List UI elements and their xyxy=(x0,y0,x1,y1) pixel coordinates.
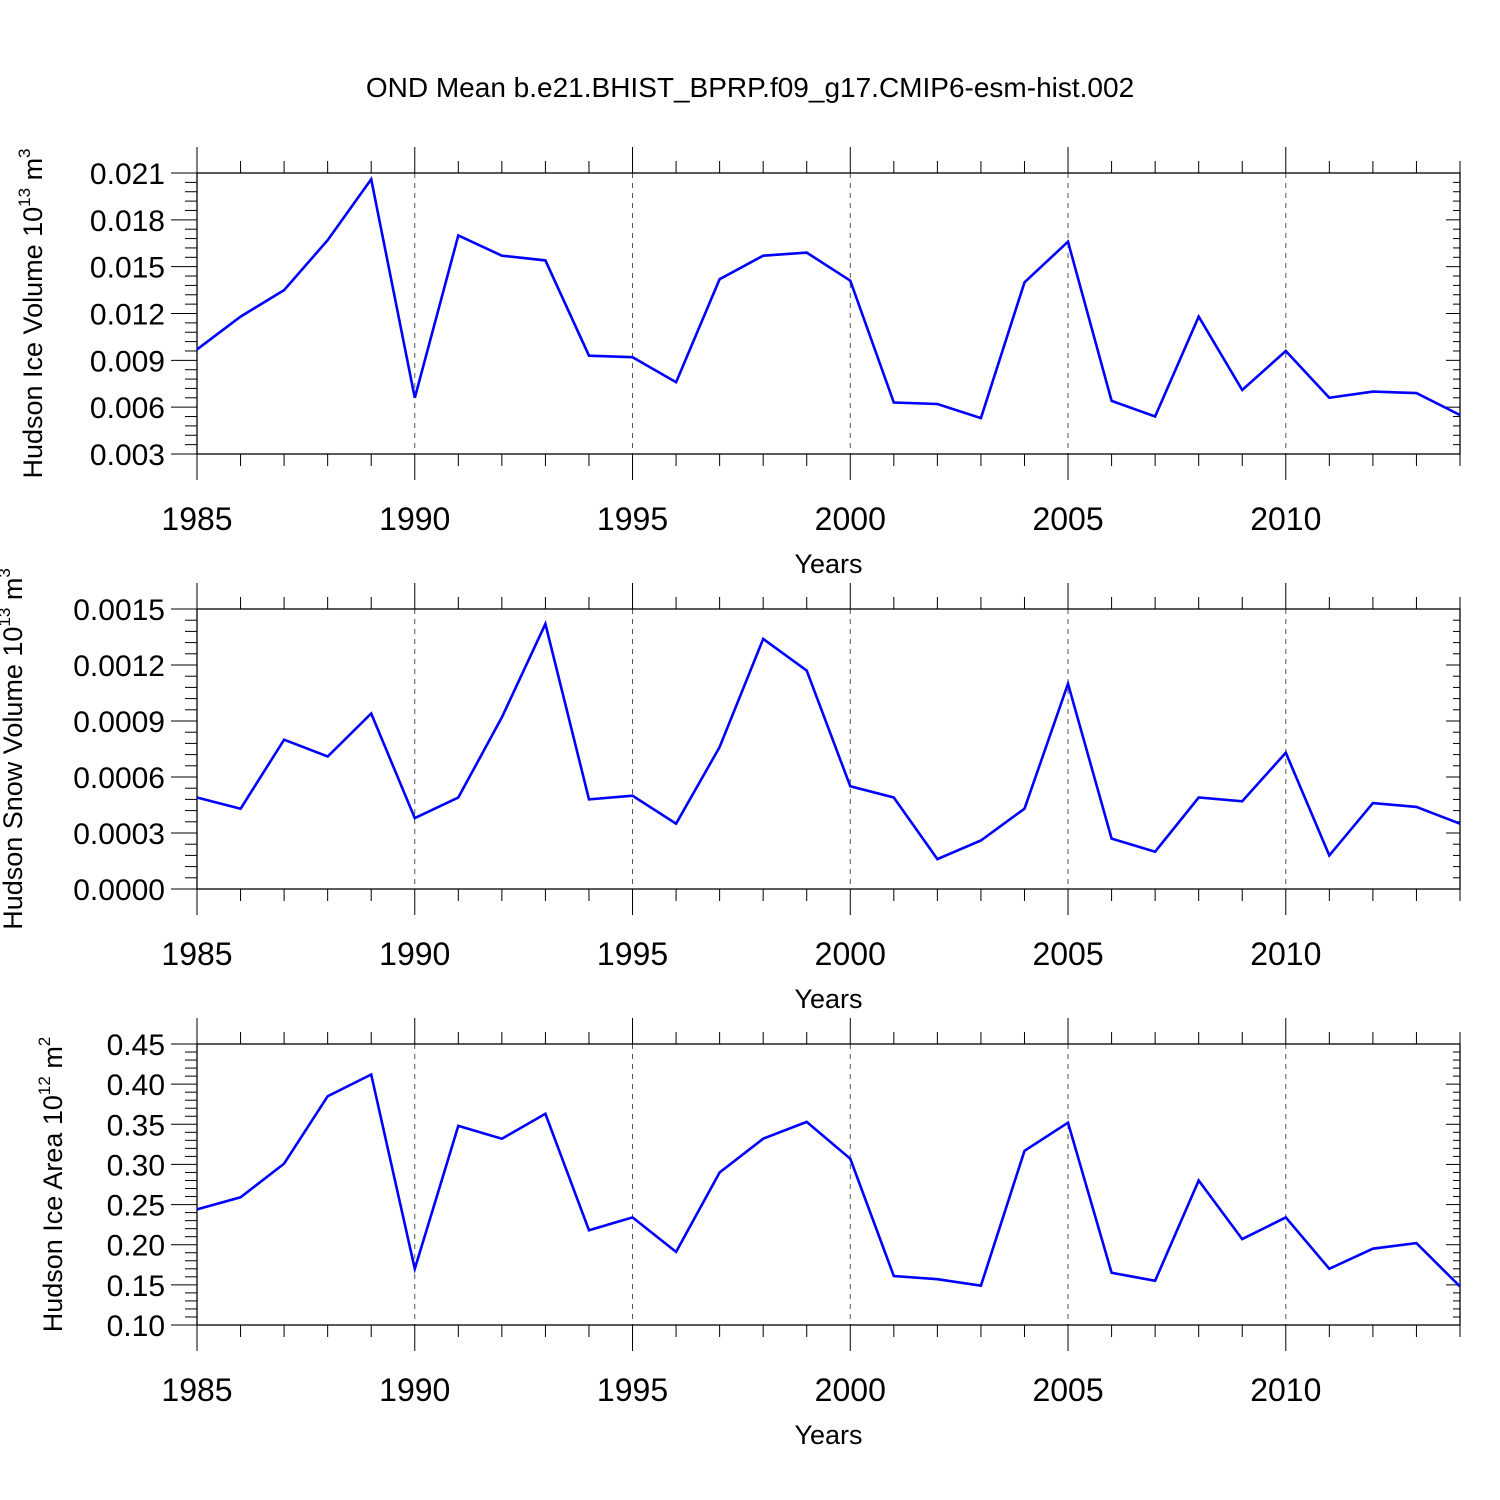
x-tick-label: 1995 xyxy=(597,501,668,537)
y-axis-title: Hudson Snow Volume 1013 m3 xyxy=(0,568,28,930)
y-tick-label: 0.0009 xyxy=(73,706,165,739)
x-tick-label: 2010 xyxy=(1250,1372,1321,1408)
y-tick-label: 0.10 xyxy=(107,1310,165,1343)
x-tick-label: 1990 xyxy=(379,936,450,972)
series-line xyxy=(196,176,1461,420)
x-tick-label: 2000 xyxy=(815,501,886,537)
plot-frame xyxy=(196,1043,1461,1326)
y-tick-label: 0.0015 xyxy=(73,594,165,627)
panel-1: 0.003 0.006 0.009 0.012 0.015 0.018 0.021 1985 1… xyxy=(15,147,1461,579)
x-tick-label: 1990 xyxy=(379,1372,450,1408)
x-tick-label: 2000 xyxy=(815,1372,886,1408)
y-tick-label: 0.40 xyxy=(107,1069,165,1102)
x-tick-label: 1985 xyxy=(161,501,232,537)
x-tick-label: 2005 xyxy=(1032,1372,1103,1408)
y-tick-label: 0.012 xyxy=(90,299,165,332)
x-tick-label: 1985 xyxy=(161,936,232,972)
y-axis-title: Hudson Ice Area 1012 m2 xyxy=(35,1037,68,1333)
y-tick-label: 0.0003 xyxy=(73,818,165,851)
y-tick-label: 0.25 xyxy=(107,1190,165,1223)
y-tick-label: 0.15 xyxy=(107,1270,165,1303)
x-tick-label: 1985 xyxy=(161,1372,232,1408)
x-tick-label: 1995 xyxy=(597,936,668,972)
y-tick-label: 0.45 xyxy=(107,1029,165,1062)
y-tick-label: 0.30 xyxy=(107,1149,165,1182)
x-axis-title: Years xyxy=(794,984,862,1014)
panel-2: 0.0000 0.0003 0.0006 0.0009 0.0012 0.0015 1985… xyxy=(0,568,1461,1014)
y-tick-label: 0.0000 xyxy=(73,874,165,907)
plot-frame xyxy=(196,172,1461,455)
figure-title: OND Mean b.e21.BHIST_BPRP.f09_g17.CMIP6-… xyxy=(365,72,1135,103)
y-tick-label: 0.018 xyxy=(90,205,165,238)
y-tick-label: 0.003 xyxy=(90,439,165,472)
y-tick-label: 0.0006 xyxy=(73,762,165,795)
x-tick-label: 2005 xyxy=(1032,501,1103,537)
x-tick-label: 2010 xyxy=(1250,501,1321,537)
panel-3: 0.10 0.15 0.20 0.25 0.30 0.35 0.40 0.45 1985 1990… xyxy=(35,1018,1461,1450)
series-line xyxy=(196,1072,1461,1288)
y-axis-title: Hudson Ice Volume 1013 m3 xyxy=(15,148,48,478)
x-tick-label: 2000 xyxy=(815,936,886,972)
y-tick-label: 0.0012 xyxy=(73,650,165,683)
y-tick-label: 0.006 xyxy=(90,392,165,425)
y-tick-label: 0.009 xyxy=(90,345,165,378)
series-line xyxy=(196,620,1461,861)
x-axis-title: Years xyxy=(794,1420,862,1450)
x-tick-label: 1990 xyxy=(379,501,450,537)
x-tick-label: 2010 xyxy=(1250,936,1321,972)
x-tick-label: 1995 xyxy=(597,1372,668,1408)
y-tick-label: 0.015 xyxy=(90,252,165,285)
plot-frame xyxy=(196,608,1461,890)
y-tick-label: 0.35 xyxy=(107,1109,165,1142)
x-axis-title: Years xyxy=(794,549,862,579)
y-tick-label: 0.021 xyxy=(90,158,165,191)
x-tick-label: 2005 xyxy=(1032,936,1103,972)
y-tick-label: 0.20 xyxy=(107,1230,165,1263)
